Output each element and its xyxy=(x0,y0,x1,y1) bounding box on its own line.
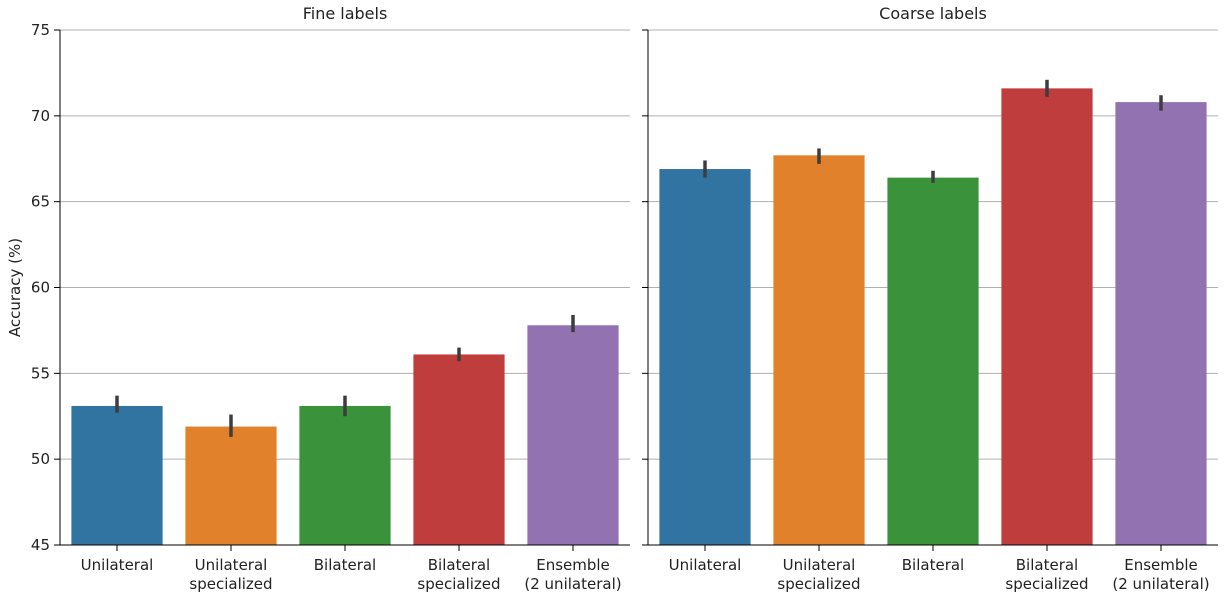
bar[interactable] xyxy=(1001,88,1093,545)
bar[interactable] xyxy=(659,169,751,546)
panel-title: Coarse labels xyxy=(879,4,987,23)
bar[interactable] xyxy=(185,426,277,545)
x-tick-label: Bilateral xyxy=(314,556,376,574)
panel-title: Fine labels xyxy=(303,4,388,23)
y-tick-label: 65 xyxy=(31,193,50,211)
y-axis-label: Accuracy (%) xyxy=(6,238,24,337)
y-tick-label: 70 xyxy=(31,107,50,125)
y-tick-label: 60 xyxy=(31,279,50,297)
x-tick-label-line: Bilateral xyxy=(1016,556,1078,574)
x-tick-label-line: Unilateral xyxy=(669,556,742,574)
x-tick-label: Unilateral specialized xyxy=(189,556,272,593)
y-tick-label: 45 xyxy=(31,536,50,554)
x-tick-label-line: Bilateral xyxy=(902,556,964,574)
x-tick-label: Bilateral specialized xyxy=(1005,556,1088,593)
bar[interactable] xyxy=(1115,102,1207,545)
x-tick-label-line: specialized xyxy=(777,575,860,593)
y-tick-label: 75 xyxy=(31,21,50,39)
x-tick-label-line: (2 unilateral) xyxy=(524,575,621,593)
bar[interactable] xyxy=(413,354,505,545)
bar[interactable] xyxy=(887,177,979,545)
x-tick-label: Bilateral xyxy=(902,556,964,574)
x-tick-label: Unilateral xyxy=(81,556,154,574)
x-tick-label-line: Unilateral xyxy=(81,556,154,574)
x-tick-label-line: Bilateral xyxy=(428,556,490,574)
x-tick-label-line: specialized xyxy=(189,575,272,593)
x-tick-label-line: specialized xyxy=(1005,575,1088,593)
x-tick-label-line: Ensemble xyxy=(536,556,610,574)
y-tick-label: 55 xyxy=(31,364,50,382)
x-tick-label-line: specialized xyxy=(417,575,500,593)
bar[interactable] xyxy=(299,405,391,545)
x-tick-label-line: (2 unilateral) xyxy=(1112,575,1209,593)
bar[interactable] xyxy=(71,405,163,545)
bar[interactable] xyxy=(773,155,865,546)
x-tick-label-line: Ensemble xyxy=(1124,556,1198,574)
x-tick-label-line: Unilateral xyxy=(195,556,268,574)
x-tick-label: Ensemble (2 unilateral) xyxy=(1112,556,1209,593)
x-tick-label: Bilateral specialized xyxy=(417,556,500,593)
x-tick-label: Ensemble (2 unilateral) xyxy=(524,556,621,593)
y-tick-label: 50 xyxy=(31,450,50,468)
x-tick-label: Unilateral xyxy=(669,556,742,574)
bar[interactable] xyxy=(527,325,619,545)
x-tick-label-line: Bilateral xyxy=(314,556,376,574)
x-tick-label-line: Unilateral xyxy=(783,556,856,574)
x-tick-label: Unilateral specialized xyxy=(777,556,860,593)
